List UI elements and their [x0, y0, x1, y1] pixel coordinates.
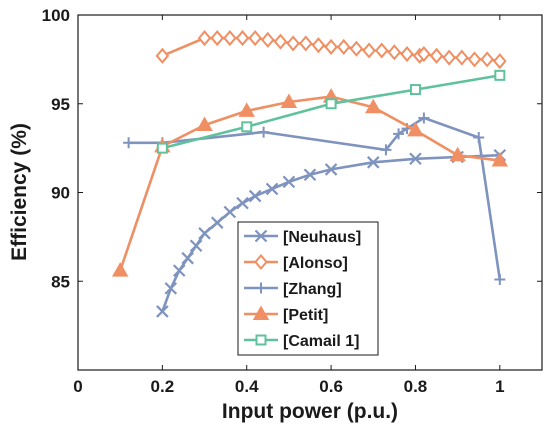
- series-1: [155, 30, 507, 70]
- data-point: [258, 126, 270, 138]
- legend-entry: [Camail 1]: [244, 333, 359, 350]
- data-point: [261, 31, 275, 48]
- data-point: [248, 30, 262, 47]
- data-point: [280, 93, 298, 108]
- data-point: [467, 51, 482, 68]
- data-point: [248, 189, 262, 203]
- x-tick-label: 0.8: [404, 377, 428, 396]
- data-point: [473, 131, 485, 143]
- data-point: [298, 35, 313, 52]
- legend-entry: [Alonso]: [244, 253, 348, 272]
- data-point: [273, 33, 288, 50]
- data-point: [197, 30, 212, 47]
- y-axis-title: Efficiency (%): [8, 123, 31, 261]
- y-tick-label: 100: [42, 6, 70, 25]
- data-point: [210, 30, 225, 47]
- data-point: [365, 98, 382, 114]
- data-point: [442, 49, 457, 66]
- x-tick-label: 0.2: [151, 377, 175, 396]
- data-point: [455, 49, 469, 66]
- data-point: [189, 239, 203, 253]
- legend-marker: [254, 253, 268, 271]
- x-tick-label: 0.6: [319, 377, 343, 396]
- x-axis-title: Input power (p.u.): [222, 400, 398, 423]
- data-point: [366, 156, 380, 169]
- data-point: [494, 69, 506, 81]
- axis-ticks: 0 0.2 0.4 0.6 0.8 1 85 90 95 100: [42, 6, 542, 396]
- legend-marker: [254, 229, 268, 243]
- data-point: [409, 84, 421, 96]
- data-point: [349, 40, 364, 57]
- data-point: [429, 47, 444, 64]
- y-tick-label: 90: [51, 184, 70, 203]
- data-point: [236, 196, 249, 210]
- legend-label: [Neuhaus]: [283, 229, 361, 246]
- data-point: [407, 121, 424, 137]
- data-point: [362, 42, 376, 59]
- data-point: [198, 227, 211, 240]
- data-point: [155, 47, 170, 64]
- data-point: [210, 216, 224, 229]
- data-point: [156, 142, 168, 154]
- legend-label: [Petit]: [283, 307, 328, 324]
- data-point: [409, 152, 422, 166]
- data-point: [311, 37, 326, 54]
- data-point: [480, 51, 494, 68]
- data-point: [387, 44, 402, 61]
- x-tick-label: 0: [73, 377, 82, 396]
- legend-label: [Camail 1]: [283, 333, 359, 350]
- data-point: [324, 163, 338, 176]
- data-point: [449, 146, 466, 162]
- data-point: [491, 152, 509, 167]
- data-point: [400, 46, 414, 63]
- data-point: [493, 53, 507, 70]
- data-point: [265, 182, 279, 196]
- data-point: [111, 262, 129, 277]
- data-point: [303, 168, 317, 182]
- data-point: [123, 137, 135, 149]
- x-tick-label: 1: [495, 377, 504, 396]
- data-point: [380, 144, 392, 156]
- data-point: [238, 102, 255, 117]
- legend-entry: [Neuhaus]: [244, 229, 361, 246]
- x-tick-label: 0.4: [235, 377, 259, 396]
- data-point: [417, 46, 431, 63]
- legend: [Neuhaus] [Alonso] [Zhang] [Petit] [Camail 1…: [237, 221, 379, 356]
- y-tick-label: 85: [51, 272, 70, 291]
- y-tick-label: 95: [51, 95, 70, 114]
- legend-label: [Alonso]: [283, 255, 348, 272]
- data-point: [241, 121, 253, 133]
- data-point: [172, 264, 186, 277]
- legend-label: [Zhang]: [283, 281, 342, 298]
- data-point: [325, 98, 337, 110]
- data-point: [286, 35, 300, 52]
- series-line: [118, 95, 500, 272]
- data-point: [223, 30, 237, 47]
- data-point: [336, 38, 351, 55]
- data-point: [196, 116, 213, 132]
- data-point: [181, 251, 194, 265]
- legend-marker: [255, 334, 267, 346]
- data-point: [164, 282, 178, 295]
- data-point: [494, 273, 506, 285]
- data-point: [235, 30, 250, 47]
- legend-marker: [255, 282, 267, 294]
- series-layer: [111, 30, 509, 318]
- data-point: [282, 175, 296, 189]
- data-point: [374, 42, 389, 59]
- legend-marker: [252, 305, 270, 320]
- legend-entry: [Zhang]: [244, 281, 342, 298]
- data-point: [393, 128, 405, 140]
- data-point: [223, 205, 237, 219]
- series-4: [156, 69, 506, 154]
- data-point: [156, 305, 169, 318]
- data-point: [418, 112, 430, 124]
- legend-entry: [Petit]: [244, 305, 328, 324]
- data-point: [324, 38, 338, 55]
